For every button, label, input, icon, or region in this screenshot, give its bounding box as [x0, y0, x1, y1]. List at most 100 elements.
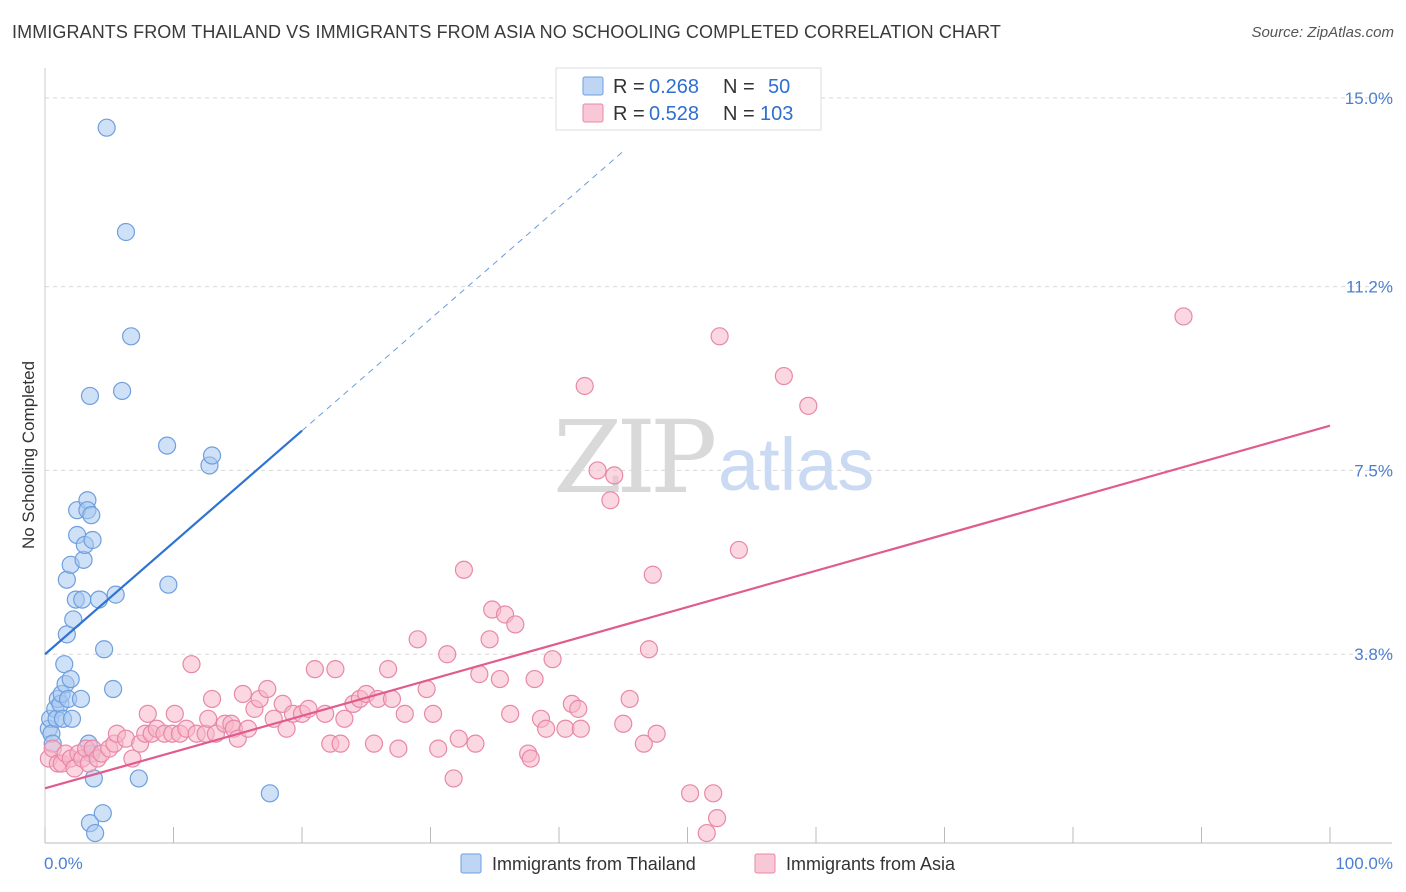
x-tick-label: 100.0% — [1335, 854, 1393, 873]
legend-n-label-thailand: N = — [723, 76, 755, 98]
data-point-thailand — [83, 530, 102, 550]
data-point-thailand — [80, 386, 100, 406]
data-point-asia — [454, 560, 474, 579]
legend-swatch-asia — [582, 103, 604, 123]
chart-source: Source: ZipAtlas.com — [1251, 24, 1394, 41]
data-point-thailand — [82, 506, 101, 525]
data-points — [39, 118, 1193, 843]
data-point-asia — [680, 784, 700, 803]
data-point-thailand — [89, 590, 109, 609]
data-point-asia — [331, 734, 350, 753]
data-point-asia — [605, 466, 624, 485]
chart-title: IMMIGRANTS FROM THAILAND VS IMMIGRANTS F… — [12, 22, 1002, 42]
data-point-thailand — [64, 610, 83, 629]
data-point-asia — [429, 739, 448, 758]
x-tick-labels: 0.0% 100.0% — [44, 854, 1393, 873]
legend-swatch-thailand — [582, 76, 604, 96]
data-point-thailand — [73, 590, 92, 609]
data-point-asia — [444, 769, 463, 788]
data-point-asia — [710, 327, 729, 346]
data-point-thailand — [112, 381, 132, 401]
trend-lines — [44, 150, 1331, 790]
grid — [45, 97, 1392, 655]
trend-line-asia — [44, 424, 1331, 790]
data-point-thailand — [93, 804, 112, 823]
legend-bottom-swatch-thailand — [460, 853, 482, 874]
watermark-atlas: atlas — [718, 423, 874, 506]
data-point-asia — [614, 714, 633, 733]
data-point-asia — [1174, 307, 1193, 326]
legend-n-label-asia: N = — [723, 103, 755, 125]
y-tick-label: 11.2% — [1346, 278, 1393, 297]
data-point-asia — [729, 540, 749, 560]
y-tick-label: 7.5% — [1354, 461, 1393, 480]
data-point-thailand — [97, 118, 116, 137]
data-point-asia — [305, 660, 324, 679]
data-point-asia — [704, 784, 723, 803]
data-point-asia — [707, 809, 727, 828]
data-point-asia — [537, 719, 556, 738]
data-point-asia — [233, 684, 252, 704]
data-point-thailand — [157, 436, 177, 455]
watermark: ZIP atlas — [553, 399, 874, 516]
data-point-asia — [501, 704, 520, 723]
data-point-asia — [326, 660, 345, 679]
data-point-thailand — [61, 669, 80, 689]
data-point-thailand — [159, 575, 178, 594]
data-point-thailand — [57, 570, 76, 589]
data-point-asia — [601, 491, 620, 510]
legend-n-value-thailand: 50 — [768, 76, 790, 98]
data-point-asia — [438, 645, 457, 664]
data-point-asia — [182, 655, 201, 674]
data-point-asia — [364, 734, 384, 753]
data-point-asia — [378, 660, 398, 679]
data-point-thailand — [86, 823, 105, 843]
watermark-zip: ZIP — [553, 399, 714, 516]
data-point-asia — [634, 734, 653, 753]
data-point-asia — [138, 704, 157, 723]
data-point-thailand — [71, 689, 91, 709]
data-point-asia — [480, 630, 499, 649]
data-point-asia — [506, 615, 525, 634]
trend-line-thailand-extension — [301, 150, 624, 432]
data-point-asia — [774, 366, 793, 386]
data-point-asia — [643, 565, 662, 584]
legend-r-label-asia: R = — [613, 103, 645, 125]
data-point-asia — [202, 689, 222, 709]
x-tick-label: 0.0% — [44, 854, 83, 873]
data-point-asia — [389, 739, 408, 758]
data-point-thailand — [95, 640, 114, 659]
data-point-asia — [449, 729, 468, 748]
data-point-asia — [543, 650, 562, 669]
data-point-asia — [395, 704, 414, 723]
data-point-asia — [569, 699, 588, 718]
legend-r-value-thailand: 0.268 — [649, 76, 699, 98]
data-point-asia — [647, 724, 666, 743]
y-tick-label: 15.0% — [1345, 89, 1393, 108]
legend-top: R = 0.268 N = 50 R = 0.528 N = 103 — [555, 67, 822, 131]
data-point-asia — [525, 669, 544, 689]
data-point-asia — [799, 396, 818, 415]
data-point-asia — [165, 704, 184, 723]
data-point-thailand — [202, 446, 222, 465]
data-point-asia — [408, 630, 427, 649]
y-tick-labels: 3.8% 7.5% 11.2% 15.0% — [1345, 89, 1393, 664]
legend-bottom-swatch-asia — [754, 853, 776, 874]
y-tick-label: 3.8% — [1354, 645, 1393, 664]
legend-bottom-label-thailand: Immigrants from Thailand — [492, 854, 696, 874]
data-point-asia — [466, 734, 485, 753]
data-point-asia — [521, 749, 540, 768]
data-point-asia — [575, 376, 594, 396]
data-point-asia — [335, 709, 354, 728]
data-point-asia — [490, 669, 509, 689]
data-point-asia — [620, 689, 639, 709]
data-point-asia — [258, 679, 277, 699]
legend-n-value-asia: 103 — [760, 103, 793, 125]
data-point-thailand — [121, 327, 141, 346]
legend-r-value-asia: 0.528 — [649, 103, 699, 125]
data-point-thailand — [260, 784, 279, 803]
legend-bottom-label-asia: Immigrants from Asia — [786, 854, 956, 874]
legend-bottom: Immigrants from Thailand Immigrants from… — [460, 853, 956, 874]
data-point-asia — [571, 719, 590, 738]
